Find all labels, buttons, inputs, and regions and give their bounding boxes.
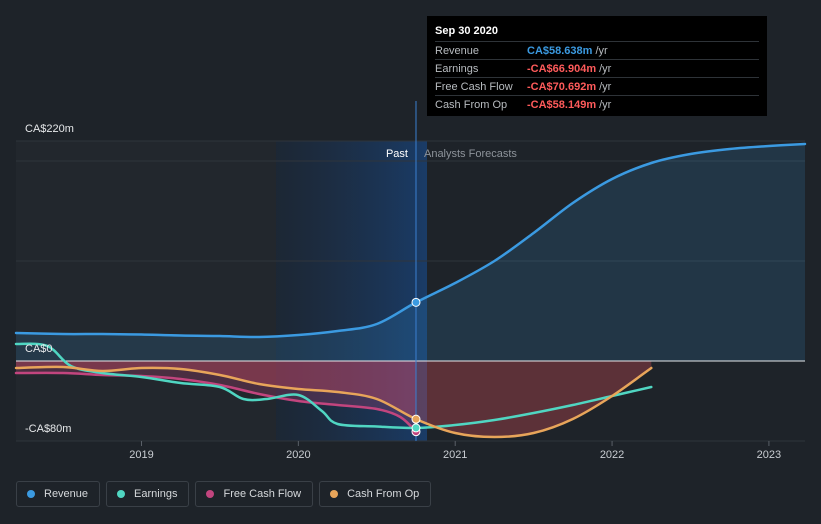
x-tick-label: 2022 — [600, 449, 624, 461]
tooltip-row-revenue: Revenue CA$58.638m /yr — [435, 41, 759, 59]
tooltip-date: Sep 30 2020 — [435, 25, 498, 37]
legend-dot-icon — [117, 490, 126, 498]
x-tick-label: 2023 — [757, 449, 781, 461]
tooltip: Sep 30 2020 Revenue CA$58.638m /yr Earni… — [427, 16, 767, 116]
past-region-highlight — [276, 141, 427, 441]
legend: Revenue Earnings Free Cash Flow Cash Fro… — [16, 481, 432, 507]
tooltip-unit: /yr — [599, 98, 612, 111]
past-region-dark — [16, 141, 276, 441]
gridlines — [16, 140, 805, 442]
legend-label: Revenue — [44, 488, 89, 500]
y-label-top: CA$220m — [25, 123, 74, 135]
free-cash-flow-line — [14, 371, 418, 433]
tooltip-label: Revenue — [435, 44, 480, 57]
legend-dot-icon — [330, 490, 339, 498]
earnings-line — [14, 342, 653, 430]
y-label-zero: CA$0 — [25, 343, 53, 355]
legend-item-cash-from-op[interactable]: Cash From Op — [319, 481, 432, 507]
tooltip-label: Free Cash Flow — [435, 80, 513, 93]
legend-label: Free Cash Flow — [223, 488, 302, 500]
y-label-bottom: -CA$80m — [25, 423, 72, 435]
free-cash-flow-area — [16, 361, 416, 432]
x-axis: 2019 2020 2021 2022 2023 — [129, 441, 781, 461]
x-tick-label: 2020 — [286, 449, 310, 461]
cash-from-op-marker — [411, 414, 421, 424]
earnings-marker — [411, 423, 421, 433]
legend-label: Cash From Op — [347, 488, 420, 500]
series-markers — [411, 297, 421, 437]
revenue-marker — [411, 297, 421, 307]
tooltip-value: CA$58.638m — [527, 44, 593, 57]
cash-from-op-area — [16, 361, 652, 437]
legend-item-earnings[interactable]: Earnings — [106, 481, 190, 507]
legend-label: Earnings — [134, 488, 178, 500]
x-tick-label: 2021 — [443, 449, 467, 461]
legend-dot-icon — [206, 490, 215, 498]
legend-item-revenue[interactable]: Revenue — [16, 481, 101, 507]
tooltip-unit: /yr — [599, 62, 612, 75]
series-lines — [14, 142, 807, 439]
tooltip-row-earnings: Earnings -CA$66.904m /yr — [435, 59, 759, 77]
series-areas — [16, 144, 805, 437]
tooltip-label: Earnings — [435, 62, 479, 75]
tooltip-unit: /yr — [599, 80, 612, 93]
tooltip-value: -CA$58.149m — [527, 98, 597, 111]
past-label: Past — [386, 148, 408, 160]
tooltip-row-cash-from-op: Cash From Op -CA$58.149m /yr — [435, 95, 759, 113]
revenue-area — [16, 144, 805, 361]
tooltip-value: -CA$66.904m — [527, 62, 597, 75]
legend-item-free-cash-flow[interactable]: Free Cash Flow — [195, 481, 314, 507]
x-tick-label: 2019 — [129, 449, 153, 461]
legend-dot-icon — [27, 490, 35, 498]
tooltip-label: Cash From Op — [435, 98, 508, 111]
tooltip-row-free-cash-flow: Free Cash Flow -CA$70.692m /yr — [435, 77, 759, 95]
cash-from-op-line — [14, 365, 653, 439]
tooltip-unit: /yr — [595, 44, 608, 57]
forecast-label: Analysts Forecasts — [424, 148, 517, 160]
tooltip-value: -CA$70.692m — [527, 80, 597, 93]
